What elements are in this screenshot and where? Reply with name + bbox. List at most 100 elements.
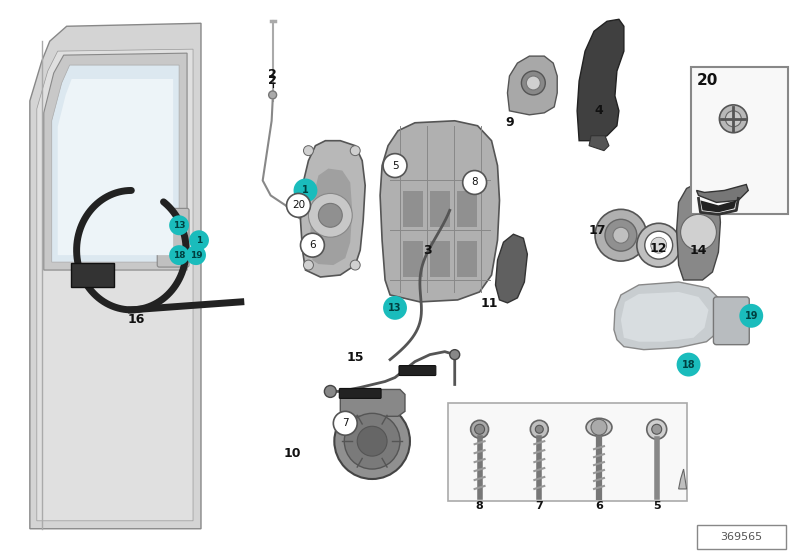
Text: 6: 6: [309, 240, 316, 250]
Text: 369565: 369565: [720, 532, 762, 542]
Circle shape: [726, 111, 742, 127]
Text: 8: 8: [471, 178, 478, 188]
Text: 8: 8: [476, 501, 483, 511]
Circle shape: [303, 146, 314, 156]
Circle shape: [650, 237, 666, 253]
Text: 18: 18: [682, 360, 695, 370]
Bar: [457, 192, 477, 227]
Circle shape: [383, 153, 407, 178]
Text: 10: 10: [284, 447, 302, 460]
Bar: [430, 192, 450, 227]
Circle shape: [474, 424, 485, 434]
Polygon shape: [678, 469, 686, 489]
Circle shape: [637, 223, 681, 267]
Bar: [430, 241, 450, 277]
Bar: [690, 67, 788, 214]
Text: 7: 7: [342, 418, 349, 428]
Circle shape: [383, 296, 407, 320]
Text: 12: 12: [650, 242, 667, 255]
Circle shape: [309, 193, 352, 237]
Circle shape: [450, 349, 460, 360]
Circle shape: [189, 230, 209, 250]
Text: 20: 20: [292, 200, 305, 211]
Polygon shape: [697, 184, 748, 202]
Circle shape: [522, 71, 546, 95]
Polygon shape: [44, 53, 187, 270]
Circle shape: [681, 214, 717, 250]
Circle shape: [324, 385, 336, 398]
Circle shape: [652, 424, 662, 434]
Text: 5: 5: [392, 161, 398, 171]
Polygon shape: [52, 65, 179, 262]
Circle shape: [334, 412, 358, 435]
Polygon shape: [701, 200, 736, 212]
Text: 9: 9: [505, 116, 514, 129]
Text: 20: 20: [697, 73, 718, 88]
Text: 3: 3: [423, 244, 432, 256]
Text: 11: 11: [481, 297, 498, 310]
Bar: [457, 241, 477, 277]
FancyBboxPatch shape: [158, 208, 189, 267]
Circle shape: [646, 419, 666, 439]
FancyBboxPatch shape: [399, 366, 436, 376]
Polygon shape: [58, 79, 173, 255]
Circle shape: [301, 233, 324, 257]
Polygon shape: [614, 282, 722, 349]
Circle shape: [358, 426, 387, 456]
Bar: [448, 403, 686, 501]
Circle shape: [526, 76, 540, 90]
Text: 17: 17: [588, 224, 606, 237]
Ellipse shape: [586, 418, 612, 436]
Text: 6: 6: [595, 501, 603, 511]
Circle shape: [186, 245, 206, 265]
Text: 1: 1: [302, 185, 309, 195]
Text: 7: 7: [535, 501, 543, 511]
Bar: [403, 192, 423, 227]
FancyBboxPatch shape: [70, 263, 114, 287]
Circle shape: [169, 245, 189, 265]
Circle shape: [344, 413, 400, 469]
Circle shape: [739, 304, 763, 328]
Text: 5: 5: [653, 501, 661, 511]
Circle shape: [605, 220, 637, 251]
Polygon shape: [30, 24, 201, 529]
Polygon shape: [589, 136, 609, 151]
Text: 1: 1: [196, 236, 202, 245]
Polygon shape: [677, 183, 721, 280]
Circle shape: [334, 403, 410, 479]
Circle shape: [294, 179, 318, 202]
Circle shape: [269, 91, 277, 99]
FancyBboxPatch shape: [339, 389, 381, 398]
Circle shape: [318, 203, 342, 227]
Circle shape: [470, 421, 489, 438]
Polygon shape: [577, 19, 624, 141]
Bar: [403, 241, 423, 277]
Text: 19: 19: [190, 251, 202, 260]
Text: 13: 13: [388, 303, 402, 313]
Circle shape: [645, 231, 673, 259]
Circle shape: [591, 419, 607, 435]
Circle shape: [350, 146, 360, 156]
Text: 13: 13: [173, 221, 186, 230]
FancyBboxPatch shape: [714, 297, 750, 344]
Polygon shape: [495, 234, 527, 303]
Text: 15: 15: [346, 351, 364, 364]
Polygon shape: [380, 121, 499, 302]
Text: 2: 2: [268, 68, 277, 81]
Circle shape: [719, 105, 747, 133]
Text: 2: 2: [268, 74, 277, 87]
Text: 16: 16: [128, 313, 145, 326]
Circle shape: [169, 216, 189, 235]
Text: 4: 4: [594, 104, 603, 118]
Circle shape: [530, 421, 548, 438]
Circle shape: [350, 260, 360, 270]
Circle shape: [286, 193, 310, 217]
Text: 19: 19: [745, 311, 758, 321]
Circle shape: [535, 425, 543, 433]
Polygon shape: [621, 292, 709, 342]
Text: 14: 14: [690, 244, 707, 256]
Polygon shape: [507, 56, 558, 115]
Circle shape: [613, 227, 629, 243]
Polygon shape: [37, 49, 193, 521]
Circle shape: [303, 260, 314, 270]
